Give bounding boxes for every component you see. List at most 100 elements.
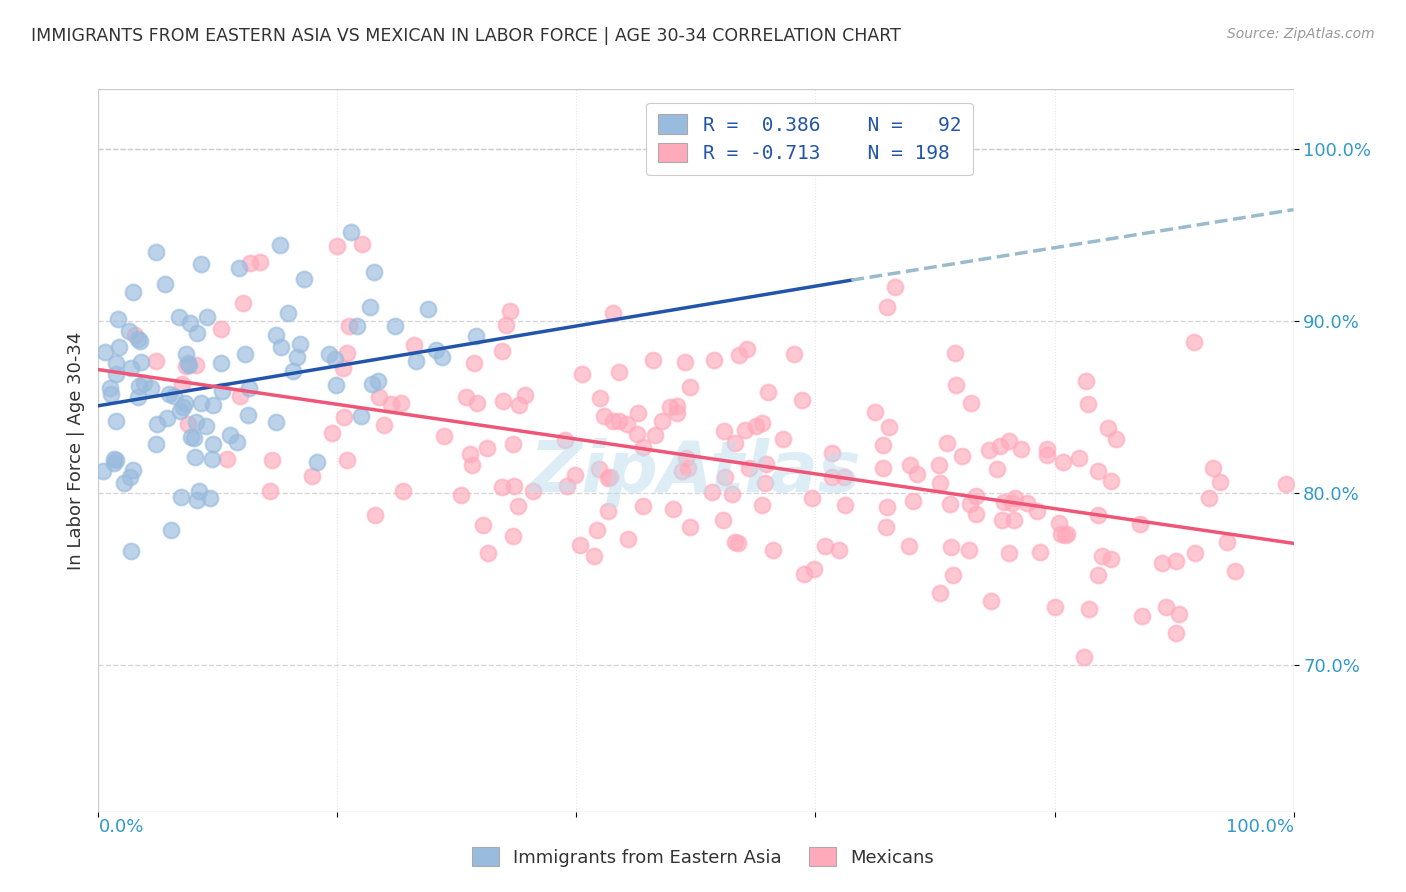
Point xyxy=(209,322,232,336)
Point xyxy=(979,442,1001,457)
Point xyxy=(169,490,191,504)
Point xyxy=(458,447,481,461)
Point xyxy=(793,567,815,582)
Point xyxy=(127,390,149,404)
Point xyxy=(745,418,768,433)
Point xyxy=(281,363,304,377)
Point xyxy=(928,458,950,472)
Point xyxy=(104,367,127,381)
Point xyxy=(186,415,208,429)
Point xyxy=(790,392,813,407)
Point xyxy=(986,461,1008,475)
Point xyxy=(232,296,254,310)
Point xyxy=(678,461,700,475)
Point xyxy=(644,428,666,442)
Point xyxy=(93,345,115,359)
Point xyxy=(755,457,778,471)
Point xyxy=(292,272,315,286)
Point xyxy=(616,533,638,547)
Point xyxy=(508,398,530,412)
Point xyxy=(1152,556,1174,570)
Point xyxy=(616,417,638,431)
Point xyxy=(108,340,131,354)
Point xyxy=(1067,450,1090,465)
Point xyxy=(128,379,150,393)
Point xyxy=(450,488,472,502)
Point xyxy=(225,435,247,450)
Point xyxy=(238,381,260,395)
Point xyxy=(1002,513,1025,527)
Point xyxy=(728,347,751,361)
Point xyxy=(1073,649,1095,664)
Point xyxy=(1015,496,1038,510)
Point xyxy=(965,507,987,521)
Point xyxy=(1104,432,1126,446)
Point xyxy=(167,310,190,325)
Point xyxy=(821,445,844,459)
Point xyxy=(118,324,141,338)
Point xyxy=(508,500,530,514)
Point xyxy=(495,318,517,333)
Point xyxy=(714,470,737,484)
Point xyxy=(1209,475,1232,490)
Point xyxy=(1275,476,1298,491)
Point xyxy=(554,434,576,448)
Point xyxy=(454,390,477,404)
Point xyxy=(430,351,453,365)
Point xyxy=(671,464,693,478)
Point xyxy=(100,386,122,401)
Point xyxy=(675,451,697,466)
Point xyxy=(875,520,897,534)
Point xyxy=(803,562,825,576)
Point xyxy=(1216,534,1239,549)
Point xyxy=(201,452,224,467)
Point xyxy=(332,361,354,376)
Point xyxy=(1074,374,1097,388)
Legend: Immigrants from Eastern Asia, Mexicans: Immigrants from Eastern Asia, Mexicans xyxy=(464,840,942,874)
Point xyxy=(738,460,761,475)
Point xyxy=(235,347,257,361)
Point xyxy=(120,470,142,484)
Point xyxy=(425,343,447,357)
Point xyxy=(339,318,361,333)
Point xyxy=(673,355,696,369)
Legend: R =  0.386    N =   92, R = -0.713    N = 198: R = 0.386 N = 92, R = -0.713 N = 198 xyxy=(647,103,973,175)
Point xyxy=(1004,491,1026,506)
Point xyxy=(828,543,851,558)
Point xyxy=(1036,449,1059,463)
Point xyxy=(384,319,406,334)
Point xyxy=(492,393,515,408)
Point xyxy=(703,352,725,367)
Point xyxy=(467,396,489,410)
Point xyxy=(872,461,894,475)
Point xyxy=(626,427,648,442)
Point xyxy=(876,500,898,515)
Point xyxy=(491,480,513,494)
Point xyxy=(120,361,142,376)
Point xyxy=(998,434,1021,448)
Point xyxy=(503,479,526,493)
Point xyxy=(727,536,749,550)
Point xyxy=(1198,491,1220,505)
Point xyxy=(1001,495,1024,509)
Point xyxy=(1010,442,1032,457)
Point xyxy=(402,337,425,351)
Point xyxy=(269,237,291,252)
Point xyxy=(737,342,759,356)
Point xyxy=(679,380,702,394)
Point xyxy=(186,326,208,340)
Point xyxy=(980,593,1002,607)
Point xyxy=(201,437,224,451)
Point xyxy=(124,328,146,343)
Point xyxy=(1090,549,1112,563)
Point xyxy=(959,497,981,511)
Point xyxy=(326,239,349,253)
Point xyxy=(176,359,198,373)
Point xyxy=(772,432,794,446)
Point xyxy=(146,417,169,432)
Point xyxy=(264,415,287,429)
Point xyxy=(277,306,299,320)
Point xyxy=(641,353,664,368)
Point xyxy=(1087,567,1109,582)
Point xyxy=(945,346,967,360)
